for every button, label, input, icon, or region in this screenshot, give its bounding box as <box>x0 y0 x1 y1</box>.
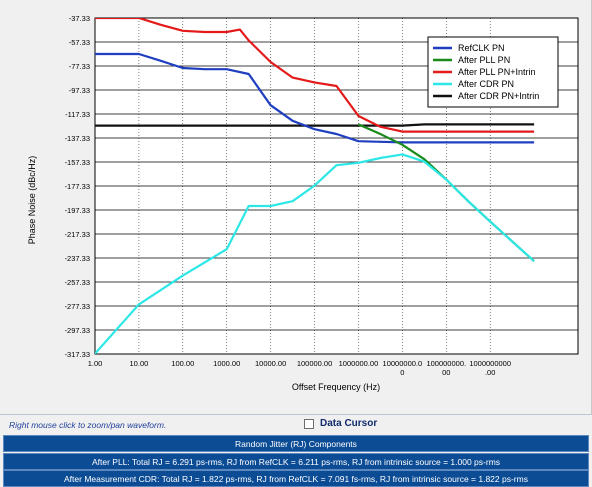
x-tick-label: 10000.00 <box>255 359 286 368</box>
zoom-hint-text: Right mouse click to zoom/pan waveform. <box>9 420 167 430</box>
x-tick-label-line: 100000.00 <box>297 359 332 368</box>
legend-label: After PLL PN <box>458 55 510 65</box>
x-tick-label: 10000000.0 0 <box>383 359 423 377</box>
x-axis-title: Offset Frequency (Hz) <box>292 382 380 392</box>
rj-components-header: Random Jitter (RJ) Components <box>3 435 589 452</box>
y-tick-label: -197.33 <box>65 206 90 215</box>
chart-panel[interactable]: -37.33 -57.33 -77.33 -97.33 -117.33 -137.33 -1… <box>0 0 592 414</box>
x-tick-label: 1000.00 <box>213 359 240 368</box>
phase-noise-chart[interactable]: -37.33 -57.33 -77.33 -97.33 -117.33 -137.33 -1… <box>0 0 590 414</box>
y-tick-label: -217.33 <box>65 230 90 239</box>
series-line-refclk-pn <box>95 52 535 144</box>
y-tick-label: -297.33 <box>65 326 90 335</box>
x-tick-label: 100000.00 <box>297 359 332 368</box>
x-tick-label-line: 1000.00 <box>213 359 240 368</box>
x-tick-label-line: 100000000. <box>426 359 466 368</box>
x-tick-label-line: 1000000000 <box>469 359 511 368</box>
x-tick-label-line: 10.00 <box>130 359 149 368</box>
y-tick-label: -97.33 <box>69 86 90 95</box>
y-tick-label: -57.33 <box>69 38 90 47</box>
x-tick-label: 100.00 <box>171 359 194 368</box>
series-line-after-cdr-pn <box>95 153 535 354</box>
x-tick-label-line: 1000000.00 <box>339 359 379 368</box>
x-tick-label-line: 1.00 <box>88 359 103 368</box>
data-cursor-checkbox[interactable] <box>304 418 314 429</box>
status-row: Right mouse click to zoom/pan waveform. … <box>0 414 592 434</box>
x-ticks: 1.00 10.00 100.00 1000.00 10000.00 100000.00 1… <box>88 359 511 377</box>
legend: RefCLK PN After PLL PN After PLL PN+Intrin… <box>427 36 559 108</box>
x-tick-label: 1.00 <box>88 359 103 368</box>
x-tick-label: 100000000. 00 <box>426 359 466 377</box>
y-tick-label: -257.33 <box>65 278 90 287</box>
y-tick-label: -157.33 <box>65 158 90 167</box>
series-line-after-cdr-pn-intrin <box>95 123 535 127</box>
x-tick-label-line: 100.00 <box>171 359 194 368</box>
x-tick-label: 10.00 <box>130 359 149 368</box>
x-tick-label-line: .00 <box>485 368 495 377</box>
y-tick-label: -317.33 <box>65 350 90 359</box>
y-tick-label: -277.33 <box>65 302 90 311</box>
x-tick-label: 1000000.00 <box>339 359 379 368</box>
y-tick-label: -237.33 <box>65 254 90 263</box>
y-tick-label: -37.33 <box>69 14 90 23</box>
legend-label: After PLL PN+Intrin <box>458 67 535 77</box>
legend-label: RefCLK PN <box>458 43 505 53</box>
rj-after-cdr-row: After Measurement CDR: Total RJ = 1.822 … <box>3 470 589 487</box>
y-tick-label: -117.33 <box>65 110 90 119</box>
series-layer <box>95 18 535 354</box>
legend-label: After CDR PN <box>458 79 514 89</box>
data-cursor-label: Data Cursor <box>320 418 378 429</box>
y-tick-label: -77.33 <box>69 62 90 71</box>
x-tick-label-line: 00 <box>442 368 450 377</box>
y-tick-label: -177.33 <box>65 182 90 191</box>
x-tick-label: 1000000000.00 <box>469 359 511 377</box>
x-tick-label-line: 10000000.0 <box>383 359 423 368</box>
y-axis-title: Phase Noise (dBc/Hz) <box>27 156 37 245</box>
x-tick-label-line: 10000.00 <box>255 359 286 368</box>
y-tick-label: -137.33 <box>65 134 90 143</box>
legend-label: After CDR PN+Intrin <box>458 91 539 101</box>
y-ticks: -37.33 -57.33 -77.33 -97.33 -117.33 -137.33 -1… <box>65 14 90 359</box>
rj-after-pll-row: After PLL: Total RJ = 6.291 ps-rms, RJ f… <box>3 453 589 470</box>
data-cursor-toggle[interactable]: Data Cursor <box>304 418 377 429</box>
series-line-after-pll-pn-intrin <box>95 18 535 133</box>
x-tick-label-line: 0 <box>400 368 404 377</box>
